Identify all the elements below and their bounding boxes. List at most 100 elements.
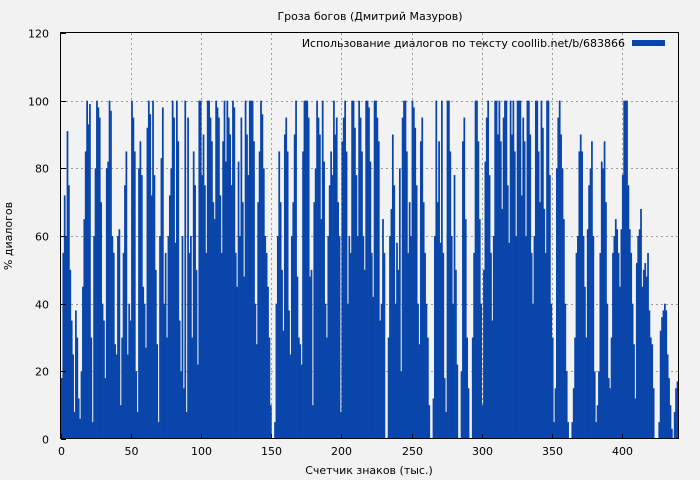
bar: [589, 168, 592, 439]
bar: [97, 107, 100, 440]
bar: [288, 310, 290, 439]
bar: [143, 303, 146, 439]
bar: [560, 134, 562, 439]
bar: [101, 303, 104, 439]
bar: [509, 100, 512, 440]
bar: [520, 195, 523, 439]
bar: [91, 422, 94, 439]
bar: [269, 405, 272, 439]
bar: [642, 269, 645, 439]
bar: [401, 117, 404, 439]
bar: [595, 422, 598, 439]
bar: [317, 117, 320, 439]
bar: [609, 388, 612, 439]
bar: [584, 286, 586, 439]
bar: [229, 134, 232, 439]
bar: [391, 134, 394, 439]
bar: [602, 168, 605, 439]
bar: [593, 371, 596, 439]
bar: [540, 100, 543, 440]
bar: [354, 127, 356, 439]
bar: [412, 107, 415, 440]
bar: [66, 131, 69, 439]
bar: [662, 310, 665, 439]
bar: [159, 236, 161, 439]
bar: [497, 134, 499, 439]
bar: [77, 398, 80, 439]
bar: [530, 252, 533, 439]
bar: [621, 175, 624, 439]
bar: [624, 100, 627, 440]
bar: [462, 141, 464, 439]
bar: [138, 168, 140, 439]
bar: [543, 208, 546, 439]
bar: [100, 202, 103, 439]
bar: [363, 269, 366, 439]
bar: [286, 151, 289, 440]
bar: [69, 269, 72, 439]
bar: [115, 354, 118, 439]
bar: [375, 100, 377, 440]
bar: [453, 175, 456, 439]
bar: [105, 168, 108, 439]
bar: [70, 320, 73, 439]
bar: [187, 117, 189, 439]
bar: [310, 269, 313, 439]
bar: [107, 161, 110, 439]
bar: [425, 303, 428, 439]
bar: [448, 100, 450, 440]
bar: [474, 100, 477, 440]
bar: [651, 344, 654, 439]
bar: [170, 168, 173, 439]
bar: [455, 269, 457, 439]
bar: [411, 100, 414, 440]
bar: [607, 378, 610, 439]
bar: [473, 252, 476, 439]
bar: [495, 100, 498, 440]
bar: [282, 330, 285, 439]
bar: [652, 388, 655, 439]
bar: [75, 310, 77, 439]
bar: [567, 422, 569, 439]
bar: [610, 337, 613, 439]
bar: [194, 185, 196, 439]
bar: [199, 100, 202, 440]
bar: [527, 100, 530, 440]
bar: [167, 236, 170, 439]
bar: [613, 236, 616, 439]
bar: [491, 320, 494, 439]
bar: [94, 168, 97, 439]
bar: [133, 151, 136, 440]
bar: [351, 100, 354, 440]
bar: [321, 100, 324, 440]
bar: [551, 337, 554, 439]
bar: [98, 117, 101, 439]
bar: [303, 100, 306, 440]
bar: [414, 127, 417, 439]
bar-series: [61, 100, 679, 440]
bar: [251, 100, 254, 440]
bar: [499, 141, 502, 439]
bar: [267, 286, 269, 439]
bar: [114, 344, 117, 439]
bar: [630, 252, 633, 439]
bar: [275, 303, 278, 439]
bar: [471, 337, 474, 439]
bar: [526, 100, 529, 440]
bar: [635, 263, 638, 439]
bar: [519, 100, 522, 440]
bar: [232, 100, 234, 440]
bar: [436, 202, 439, 439]
bar: [326, 337, 328, 439]
bar: [156, 344, 159, 439]
bar: [362, 236, 365, 439]
bar: [246, 134, 248, 439]
bar: [481, 405, 484, 439]
bar: [121, 337, 124, 439]
bar: [485, 117, 488, 439]
bar: [168, 195, 171, 439]
bar: [305, 100, 307, 440]
bar: [300, 364, 303, 439]
bar: [490, 252, 492, 439]
bar: [276, 236, 279, 439]
